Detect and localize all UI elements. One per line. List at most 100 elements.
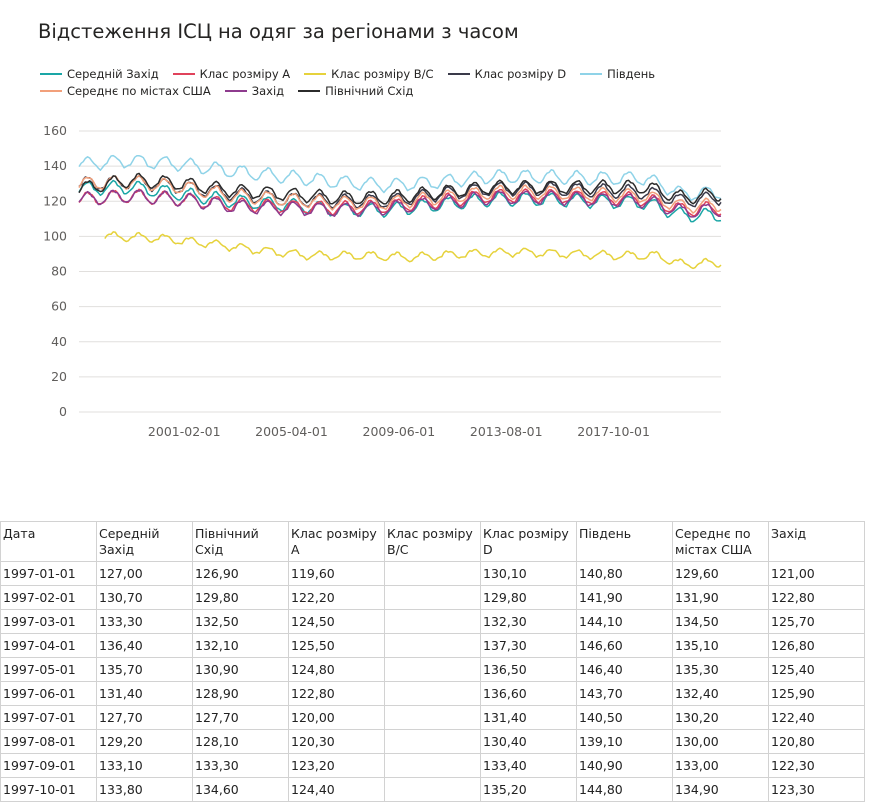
column-header[interactable]: Клас розміру B/C	[384, 521, 481, 562]
legend-item[interactable]: Клас розміру D	[447, 66, 567, 82]
legend-swatch	[304, 73, 327, 75]
table-cell: 132,30	[480, 609, 577, 634]
table-header-row: Дата Середній Захід Північний Схід Клас роз…	[0, 521, 865, 562]
y-tick-label: 60	[51, 299, 67, 314]
table-cell: 139,10	[576, 729, 673, 754]
legend-label: Південь	[607, 67, 656, 81]
table-cell: 124,80	[288, 657, 385, 682]
y-tick-label: 20	[51, 369, 67, 384]
column-header[interactable]: Дата	[0, 521, 97, 562]
table-row: 1997-09-01 133,10 133,30 123,20 133,40 140,90…	[0, 753, 865, 778]
table-cell: 133,30	[96, 609, 193, 634]
table-cell	[384, 705, 481, 730]
legend-item[interactable]: Захід	[224, 83, 285, 99]
table-cell: 122,40	[768, 705, 865, 730]
table-cell: 137,30	[480, 633, 577, 658]
legend-swatch	[40, 90, 62, 92]
column-header[interactable]: Клас розміру D	[480, 521, 577, 562]
table-cell: 126,90	[192, 561, 289, 586]
column-header[interactable]: Середній Захід	[96, 521, 193, 562]
table-row: 1997-10-01 133,80 134,60 124,40 135,20 144,80…	[0, 777, 865, 802]
legend-item[interactable]: Середній Захід	[40, 66, 159, 82]
legend-swatch	[298, 90, 321, 92]
table-cell: 130,10	[480, 561, 577, 586]
legend-label: Клас розміру D	[474, 67, 567, 81]
table-cell: 127,00	[96, 561, 193, 586]
legend-item[interactable]: Клас розміру B/C	[304, 66, 434, 82]
column-header[interactable]: Середнє по містах США	[672, 521, 769, 562]
legend-item[interactable]: Середнє по містах США	[40, 83, 211, 99]
series-line	[78, 189, 722, 218]
table-cell: 135,20	[480, 777, 577, 802]
table-cell: 125,70	[768, 609, 865, 634]
x-tick-label: 2001-02-01	[148, 424, 221, 439]
table-cell: 135,10	[672, 633, 769, 658]
column-header[interactable]: Північний Схід	[192, 521, 289, 562]
series-line	[78, 188, 722, 217]
legend-label: Середній Захід	[67, 67, 159, 81]
column-header[interactable]: Південь	[576, 521, 673, 562]
table-cell: 130,90	[192, 657, 289, 682]
table-row: 1997-04-01 136,40 132,10 125,50 137,30 146,60…	[0, 633, 865, 658]
table-cell: 146,40	[576, 657, 673, 682]
table-cell: 135,30	[672, 657, 769, 682]
table-cell: 133,30	[192, 753, 289, 778]
table-cell: 1997-04-01	[0, 633, 97, 658]
table-cell: 122,20	[288, 585, 385, 610]
table-cell: 131,90	[672, 585, 769, 610]
table-cell: 129,80	[480, 585, 577, 610]
table-cell: 135,70	[96, 657, 193, 682]
table-cell: 136,50	[480, 657, 577, 682]
y-tick-label: 140	[43, 158, 67, 173]
table-cell: 131,40	[480, 705, 577, 730]
table-cell: 127,70	[96, 705, 193, 730]
table-cell: 121,00	[768, 561, 865, 586]
table-cell: 123,30	[768, 777, 865, 802]
table-cell: 146,60	[576, 633, 673, 658]
legend-swatch	[40, 73, 62, 75]
table-cell: 127,70	[192, 705, 289, 730]
y-tick-label: 80	[51, 264, 67, 279]
legend-swatch	[224, 90, 247, 92]
table-cell	[384, 681, 481, 706]
table-cell: 128,10	[192, 729, 289, 754]
table-cell: 141,90	[576, 585, 673, 610]
table-cell: 1997-05-01	[0, 657, 97, 682]
table-cell: 133,80	[96, 777, 193, 802]
table-cell: 130,70	[96, 585, 193, 610]
legend-item[interactable]: Південь	[580, 66, 655, 82]
x-tick-label: 2017-10-01	[577, 424, 650, 439]
table-cell: 140,50	[576, 705, 673, 730]
x-tick-label: 2005-04-01	[255, 424, 328, 439]
column-header[interactable]: Клас розміру A	[288, 521, 385, 562]
legend-label: Захід	[251, 84, 285, 98]
series-line	[78, 154, 722, 202]
table-cell: 136,60	[480, 681, 577, 706]
table-cell: 133,00	[672, 753, 769, 778]
table-cell: 134,50	[672, 609, 769, 634]
table-cell: 130,00	[672, 729, 769, 754]
legend-label: Середнє по містах США	[67, 84, 211, 98]
table-cell: 123,20	[288, 753, 385, 778]
table-cell: 144,10	[576, 609, 673, 634]
table-cell: 119,60	[288, 561, 385, 586]
table-row: 1997-03-01 133,30 132,50 124,50 132,30 144,10…	[0, 609, 865, 634]
legend-item[interactable]: Клас розміру A	[172, 66, 291, 82]
table-cell: 125,40	[768, 657, 865, 682]
table-cell: 125,90	[768, 681, 865, 706]
legend-item[interactable]: Північний Схід	[298, 83, 413, 99]
table-cell: 1997-08-01	[0, 729, 97, 754]
table-cell: 129,60	[672, 561, 769, 586]
table-cell: 129,20	[96, 729, 193, 754]
table-row: 1997-07-01 127,70 127,70 120,00 131,40 140,50…	[0, 705, 865, 730]
table-cell	[384, 585, 481, 610]
table-cell: 1997-03-01	[0, 609, 97, 634]
legend-label: Клас розміру A	[199, 67, 291, 81]
table-cell	[384, 633, 481, 658]
series-line	[78, 174, 722, 214]
data-table-container: Дата Середній Захід Північний Схід Клас роз…	[0, 521, 865, 802]
table-cell: 134,90	[672, 777, 769, 802]
y-tick-label: 160	[43, 123, 67, 138]
chart-title: Відстеження ІСЦ на одяг за регіонами з ч…	[38, 20, 519, 43]
column-header[interactable]: Захід	[768, 521, 865, 562]
